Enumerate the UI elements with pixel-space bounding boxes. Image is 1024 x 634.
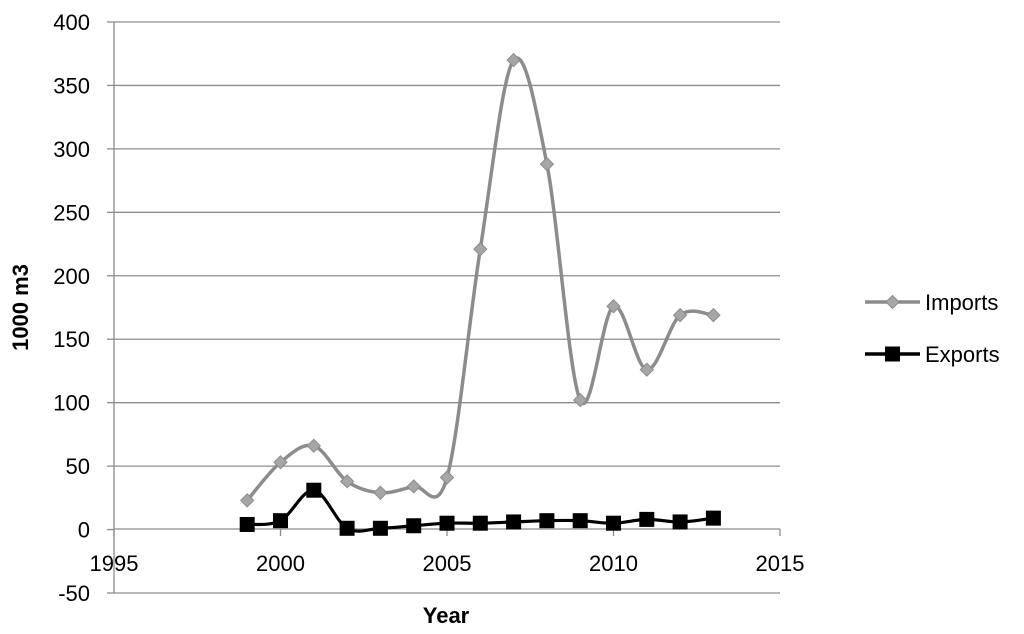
legend-item-exports: Exports xyxy=(865,342,1000,367)
exports-point xyxy=(406,518,422,534)
x-tick-label: 2015 xyxy=(756,551,805,576)
exports-point xyxy=(372,520,388,536)
exports-point xyxy=(273,513,288,529)
imports-point xyxy=(473,241,488,257)
x-tick-label: 2005 xyxy=(423,551,472,576)
legend: Imports Exports xyxy=(865,290,1000,367)
legend-label: Exports xyxy=(925,342,1000,367)
legend-item-imports: Imports xyxy=(865,290,998,315)
series-imports xyxy=(239,52,721,508)
y-tick-label: 250 xyxy=(53,200,90,225)
exports-point xyxy=(306,482,322,498)
exports-point xyxy=(472,515,488,531)
exports-point xyxy=(439,515,455,531)
exports-point xyxy=(572,513,588,529)
y-tick-label: -50 xyxy=(58,581,90,606)
imports-point xyxy=(572,392,588,408)
imports-point xyxy=(306,438,322,454)
imports-point xyxy=(672,307,688,323)
exports-point xyxy=(705,510,721,526)
y-tick-label: 400 xyxy=(53,10,90,35)
legend-marker xyxy=(885,346,900,362)
y-tick-label: 150 xyxy=(53,327,90,352)
y-tick-label: 100 xyxy=(53,391,90,416)
imports-point xyxy=(706,307,721,323)
y-tick-label: 350 xyxy=(53,73,90,98)
imports-point xyxy=(506,52,521,68)
imports-point xyxy=(606,299,621,314)
exports-point xyxy=(672,514,688,530)
y-tick-label: 200 xyxy=(53,264,90,289)
imports-line xyxy=(245,56,714,502)
y-tick-label: 300 xyxy=(53,137,90,162)
series xyxy=(239,52,721,536)
tick-labels: -50 0 50 100 150 200 250 300 350 400 1995 2000 2005 2… xyxy=(53,10,804,606)
gridlines xyxy=(114,21,780,594)
legend-marker xyxy=(885,294,900,310)
exports-point xyxy=(539,513,555,529)
imports-point xyxy=(406,479,421,494)
y-tick-label: 50 xyxy=(66,454,90,479)
x-axis-title: Year xyxy=(423,603,470,628)
imports-point xyxy=(239,493,255,508)
exports-point xyxy=(339,520,355,536)
exports-point xyxy=(506,514,522,530)
imports-point xyxy=(339,474,355,489)
x-tick-label: 2000 xyxy=(256,551,305,576)
imports-point xyxy=(539,156,555,172)
y-axis-title: 1000 m3 xyxy=(8,264,33,351)
exports-point xyxy=(639,511,655,527)
series-exports xyxy=(239,482,721,536)
axes xyxy=(107,21,781,594)
imports-point xyxy=(373,485,388,500)
imports-point xyxy=(439,470,455,485)
x-tick-label: 2010 xyxy=(589,551,638,576)
imports-point xyxy=(273,455,288,470)
x-tick-label: 1995 xyxy=(90,551,139,576)
imports-point xyxy=(639,362,655,377)
exports-point xyxy=(606,515,621,531)
y-tick-label: 0 xyxy=(78,518,90,543)
legend-label: Imports xyxy=(925,290,998,315)
exports-point xyxy=(239,516,255,532)
